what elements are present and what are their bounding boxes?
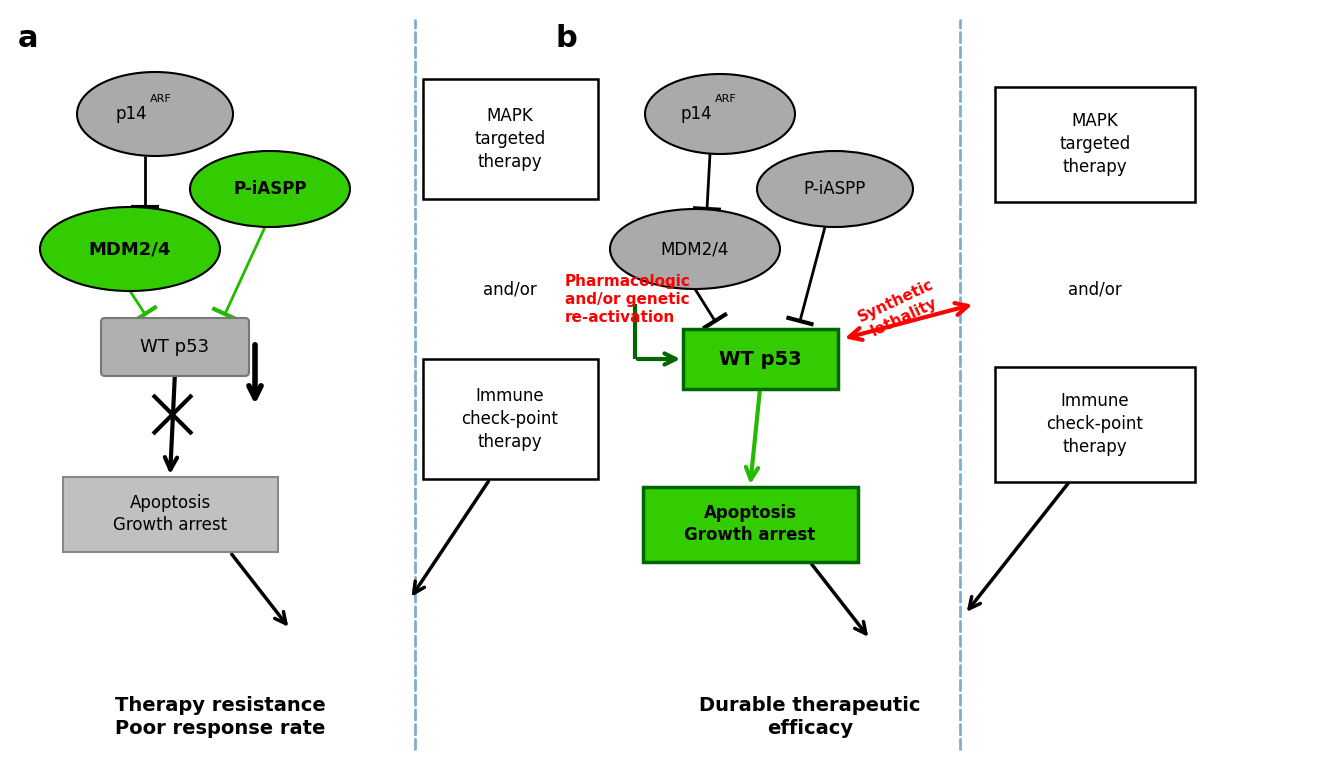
Text: Apoptosis
Growth arrest: Apoptosis Growth arrest	[114, 494, 227, 534]
Text: WT p53: WT p53	[718, 350, 801, 368]
Text: p14: p14	[115, 105, 147, 123]
Text: and/or: and/or	[483, 280, 537, 298]
Text: a: a	[18, 24, 38, 53]
Ellipse shape	[610, 209, 780, 289]
FancyBboxPatch shape	[422, 79, 598, 199]
FancyBboxPatch shape	[995, 366, 1195, 481]
Text: and/or: and/or	[1068, 280, 1122, 298]
FancyBboxPatch shape	[102, 318, 249, 376]
Text: Immune
check-point
therapy: Immune check-point therapy	[462, 387, 558, 451]
FancyBboxPatch shape	[995, 86, 1195, 202]
Ellipse shape	[190, 151, 350, 227]
Text: p14: p14	[680, 105, 711, 123]
Text: Therapy resistance
Poor response rate: Therapy resistance Poor response rate	[115, 696, 325, 738]
Text: MAPK
targeted
therapy: MAPK targeted therapy	[474, 107, 545, 171]
Text: P-iASPP: P-iASPP	[234, 180, 306, 198]
Text: MAPK
targeted
therapy: MAPK targeted therapy	[1060, 112, 1131, 176]
Text: MDM2/4: MDM2/4	[661, 240, 729, 258]
FancyBboxPatch shape	[62, 477, 277, 552]
Text: ARF: ARF	[150, 94, 172, 104]
Text: MDM2/4: MDM2/4	[88, 240, 172, 258]
Text: Apoptosis
Growth arrest: Apoptosis Growth arrest	[684, 504, 816, 544]
Text: Synthetic
lethality: Synthetic lethality	[855, 277, 944, 341]
Ellipse shape	[40, 207, 220, 291]
FancyBboxPatch shape	[422, 359, 598, 479]
FancyBboxPatch shape	[682, 329, 837, 389]
Text: b: b	[554, 24, 577, 53]
Ellipse shape	[77, 72, 234, 156]
Ellipse shape	[756, 151, 913, 227]
Text: Durable therapeutic
efficacy: Durable therapeutic efficacy	[700, 696, 921, 738]
Text: Pharmacologic
and/or genetic
re-activation: Pharmacologic and/or genetic re-activati…	[565, 274, 690, 325]
Text: P-iASPP: P-iASPP	[804, 180, 866, 198]
Ellipse shape	[645, 74, 795, 154]
FancyBboxPatch shape	[643, 487, 858, 562]
Text: Immune
check-point
therapy: Immune check-point therapy	[1047, 392, 1143, 456]
Text: ARF: ARF	[715, 94, 737, 104]
Text: WT p53: WT p53	[140, 338, 210, 356]
